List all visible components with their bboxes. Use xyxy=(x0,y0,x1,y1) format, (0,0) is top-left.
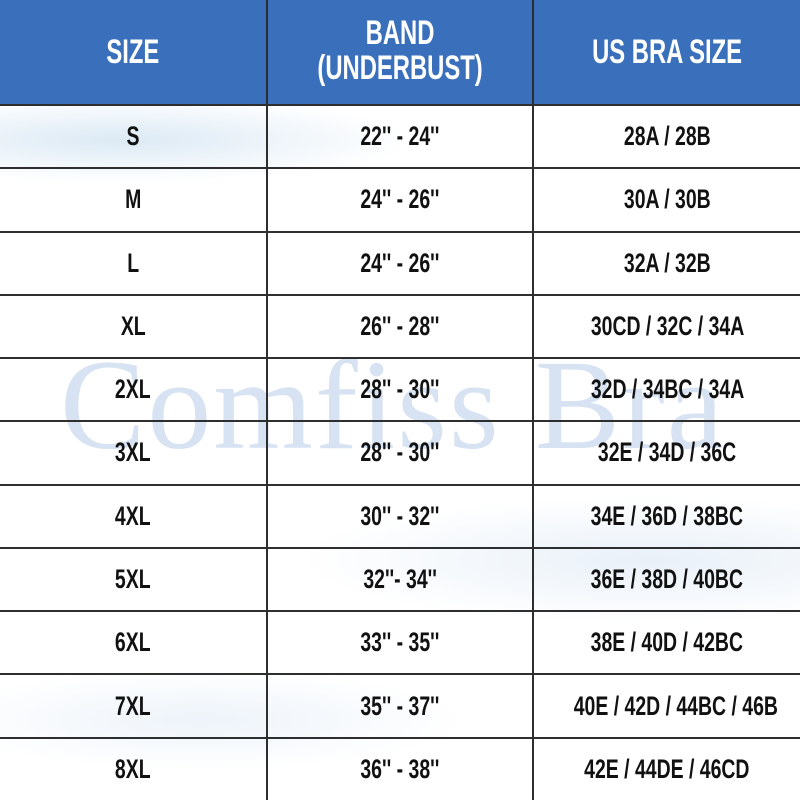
table-row: 2XL 28'' - 30'' 32D / 34BC / 34A xyxy=(0,357,800,423)
table-row: 8XL 36'' - 38'' 42E / 44DE / 46CD xyxy=(0,736,800,800)
cell-size: L xyxy=(0,230,268,296)
header-band-line2: (UNDERBUST) xyxy=(317,49,483,88)
cell-us: 32A / 32B xyxy=(532,230,800,296)
cell-size: 8XL xyxy=(0,736,268,800)
header-us-bra-size: US BRA SIZE xyxy=(532,0,800,106)
cell-size: 6XL xyxy=(0,610,268,676)
table-row: XL 26'' - 28'' 30CD / 32C / 34A xyxy=(0,293,800,360)
cell-us: 32D / 34BC / 34A xyxy=(532,357,800,423)
cell-size: 4XL xyxy=(0,483,268,549)
cell-us: 28A / 28B xyxy=(532,103,800,170)
cell-us: 40E / 42D / 44BC / 46B xyxy=(532,673,800,739)
cell-size: 7XL xyxy=(0,673,268,739)
header-size: SIZE xyxy=(0,0,268,106)
cell-us: 30CD / 32C / 34A xyxy=(532,293,800,360)
cell-us: 34E / 36D / 38BC xyxy=(532,483,800,549)
table-row: L 24'' - 26'' 32A / 32B xyxy=(0,230,800,296)
cell-us: 32E / 34D / 36C xyxy=(532,420,800,486)
cell-size: 2XL xyxy=(0,357,268,423)
cell-size: M xyxy=(0,167,268,233)
cell-size: 5XL xyxy=(0,546,268,613)
cell-band: 24'' - 26'' xyxy=(265,167,535,233)
cell-band: 28'' - 30'' xyxy=(265,420,535,486)
table-row: 3XL 28'' - 30'' 32E / 34D / 36C xyxy=(0,420,800,486)
cell-band: 24'' - 26'' xyxy=(265,230,535,296)
table-row: S 22'' - 24'' 28A / 28B xyxy=(0,103,800,170)
cell-band: 26'' - 28'' xyxy=(265,293,535,360)
cell-size: 3XL xyxy=(0,420,268,486)
table-row: 4XL 30'' - 32'' 34E / 36D / 38BC xyxy=(0,483,800,549)
cell-band: 35'' - 37'' xyxy=(265,673,535,739)
header-row: SIZE BAND (UNDERBUST) US BRA SIZE xyxy=(0,0,800,106)
cell-size: S xyxy=(0,103,268,170)
table-row: 6XL 33'' - 35'' 38E / 40D / 42BC xyxy=(0,610,800,676)
cell-us: 30A / 30B xyxy=(532,167,800,233)
cell-band: 28'' - 30'' xyxy=(265,357,535,423)
cell-band: 30'' - 32'' xyxy=(265,483,535,549)
cell-band: 22'' - 24'' xyxy=(265,103,535,170)
cell-band: 32''- 34'' xyxy=(265,546,535,613)
table-row: 7XL 35'' - 37'' 40E / 42D / 44BC / 46B xyxy=(0,673,800,739)
cell-us: 42E / 44DE / 46CD xyxy=(532,736,800,800)
header-band: BAND (UNDERBUST) xyxy=(265,0,535,106)
cell-us: 38E / 40D / 42BC xyxy=(532,610,800,676)
cell-us: 36E / 38D / 40BC xyxy=(532,546,800,613)
cell-band: 33'' - 35'' xyxy=(265,610,535,676)
header-band-line1: BAND xyxy=(365,13,435,52)
table-row: 5XL 32''- 34'' 36E / 38D / 40BC xyxy=(0,546,800,613)
cell-size: XL xyxy=(0,293,268,360)
cell-band: 36'' - 38'' xyxy=(265,736,535,800)
table-row: M 24'' - 26'' 30A / 30B xyxy=(0,167,800,233)
